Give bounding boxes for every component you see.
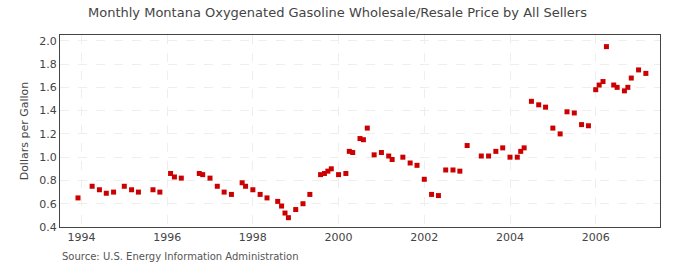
svg-text:1.8: 1.8 — [39, 58, 57, 71]
svg-text:1.2: 1.2 — [39, 128, 57, 141]
svg-text:2000: 2000 — [325, 231, 353, 244]
svg-text:2002: 2002 — [410, 231, 438, 244]
svg-text:1.6: 1.6 — [39, 81, 57, 94]
svg-text:2004: 2004 — [496, 231, 524, 244]
svg-text:0.8: 0.8 — [39, 174, 57, 187]
svg-text:Source: U.S. Energy Informatio: Source: U.S. Energy Information Administ… — [62, 251, 299, 262]
svg-text:1.0: 1.0 — [39, 151, 57, 164]
svg-text:1.4: 1.4 — [39, 104, 57, 117]
svg-text:1994: 1994 — [67, 231, 95, 244]
svg-text:2006: 2006 — [582, 231, 610, 244]
svg-text:Monthly Montana Oxygenated Gas: Monthly Montana Oxygenated Gasoline Whol… — [88, 5, 587, 20]
svg-text:0.6: 0.6 — [39, 198, 57, 211]
svg-text:1998: 1998 — [239, 231, 267, 244]
svg-text:0.4: 0.4 — [39, 221, 57, 234]
svg-text:Dollars per Gallon: Dollars per Gallon — [18, 82, 31, 181]
svg-text:2.0: 2.0 — [39, 35, 57, 48]
svg-text:1996: 1996 — [153, 231, 181, 244]
